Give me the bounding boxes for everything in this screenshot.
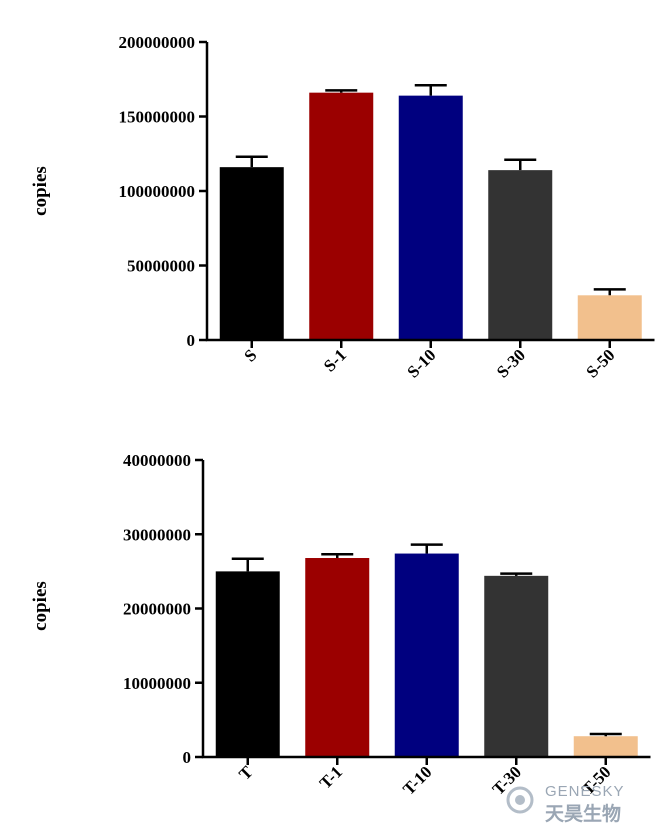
error-bar-S-30 [504, 158, 537, 171]
y-axis-label: copies [30, 581, 51, 631]
x-tick-label: S-1 [320, 345, 350, 375]
x-tick-label: S-50 [582, 345, 618, 381]
error-bar-T-1 [321, 553, 354, 559]
error-bar-T [231, 557, 264, 572]
watermark-brand-en: GENESKY [545, 783, 625, 800]
x-tick-label: S-10 [403, 345, 439, 381]
watermark-logo-icon [506, 786, 534, 814]
y-tick-label: 50000000 [127, 257, 195, 276]
y-tick-label: 0 [187, 331, 196, 350]
y-tick-label: 40000000 [123, 451, 191, 470]
bar-T-50 [573, 736, 638, 757]
error-bar-S [235, 155, 268, 168]
bar-S-50 [577, 295, 642, 340]
y-tick-label: 0 [183, 748, 192, 767]
watermark: GENESKY 天昊生物 [506, 783, 625, 825]
bar-T [215, 571, 280, 757]
error-bar-T-50 [589, 732, 622, 737]
error-bar-S-10 [414, 83, 447, 96]
x-tick-label: S [240, 345, 260, 365]
bar-S-30 [488, 170, 553, 340]
y-tick-label: 200000000 [119, 33, 196, 52]
x-tick-label: S-30 [493, 345, 529, 381]
chart-bottom: 0 10000000 20000000 30000000 40000000 T T-1 T-1… [30, 451, 651, 799]
x-tick-label: T-30 [489, 762, 525, 798]
y-axis-label: copies [30, 166, 51, 216]
error-bar-S-50 [593, 288, 626, 296]
y-tick-label: 10000000 [123, 674, 191, 693]
x-tick-label: T [235, 762, 257, 784]
error-bar-T-30 [500, 572, 533, 576]
y-tick-label: 20000000 [123, 600, 191, 619]
error-bar-S-1 [325, 89, 358, 93]
bar-T-30 [484, 575, 549, 757]
y-tick-label: 100000000 [119, 182, 196, 201]
error-bar-T-10 [410, 543, 443, 554]
bar-T-10 [394, 553, 459, 757]
bar-S [219, 167, 284, 340]
bar-S-1 [309, 92, 374, 340]
x-tick-label: T-1 [316, 762, 346, 792]
x-tick-label: T-10 [399, 762, 435, 798]
watermark-brand-cn: 天昊生物 [545, 802, 621, 825]
y-tick-label: 150000000 [119, 108, 196, 127]
bar-T-1 [305, 558, 370, 757]
chart-top: 0 50000000 100000000 150000000 200000000 S S-1… [30, 33, 655, 382]
bar-S-10 [398, 95, 463, 340]
y-tick-label: 30000000 [123, 525, 191, 544]
